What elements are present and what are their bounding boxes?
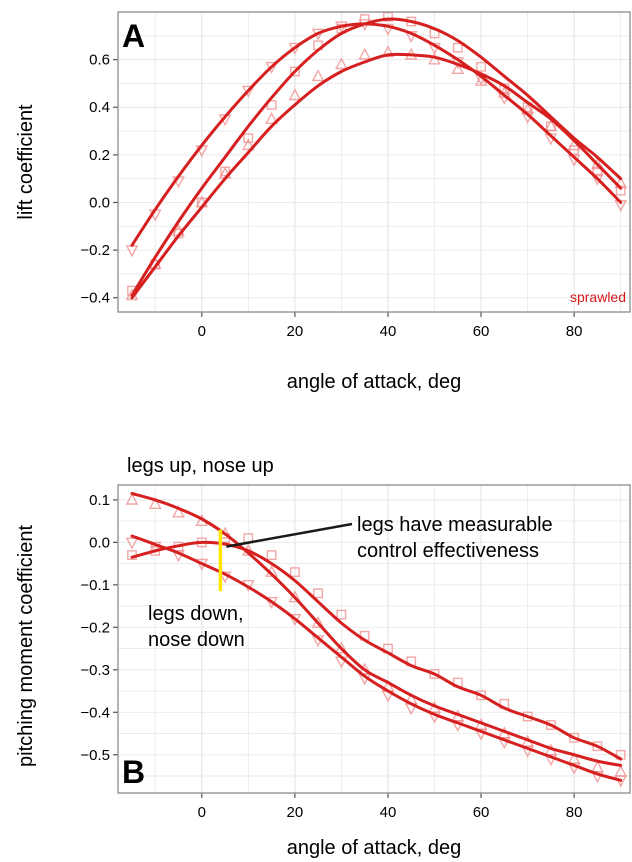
panel-b-point-square — [569, 732, 580, 743]
panel-a-xtick-label: 80 — [566, 323, 583, 340]
annotation-control-effectiveness-1: legs have measurable — [357, 514, 553, 536]
panel-b-fit-curve-3 — [130, 534, 623, 782]
panel-b-point-triangle-down — [544, 754, 558, 767]
panel-a-ytick-label: 0.2 — [89, 147, 110, 164]
panel-a-point-square — [452, 42, 463, 53]
panel-a-annotation-sprawled: sprawled — [570, 289, 626, 305]
panel-a-point-triangle-down — [381, 23, 395, 36]
panel-a-ylabel: lift coefficient — [15, 104, 37, 220]
panel-a-xtick-label: 40 — [380, 323, 397, 340]
panel-a-lift-chart: 0 20 40 60 80 −0.4 −0.2 0.0 0.2 0.4 0.6 A sprawled… — [15, 11, 631, 393]
panel-b-letter: B — [122, 754, 145, 790]
panel-b-point-triangle-down — [451, 720, 465, 733]
panel-b-point-triangle-down — [497, 737, 511, 750]
panel-b-xtick-label: 0 — [198, 804, 206, 821]
panel-b-ytick-label: −0.3 — [80, 662, 110, 679]
panel-b-ticks: 0 20 40 60 80 0.1 0.0 −0.1 −0.2 −0.3 −0.4 −0.5 — [80, 492, 582, 821]
panel-a-plot-background — [118, 12, 630, 312]
panel-b-xtick-label: 60 — [473, 804, 490, 821]
panel-a-frame — [117, 11, 631, 313]
panel-a-point-square — [592, 166, 603, 177]
annotation-legs-down-2: nose down — [148, 629, 245, 651]
panel-a-xtick-label: 60 — [473, 323, 490, 340]
annotation-control-effectiveness-2: control effectiveness — [357, 540, 539, 562]
panel-b-xlabel: angle of attack, deg — [287, 837, 462, 859]
panel-a-point-square — [243, 133, 254, 144]
panel-b-point-triangle-down — [148, 541, 162, 554]
panel-b-xtick-label: 80 — [566, 804, 583, 821]
panel-a-letter: A — [122, 18, 145, 54]
panel-b-point-square — [429, 669, 440, 679]
panel-b-plot-background — [118, 485, 630, 793]
panel-b-ytick-label: 0.1 — [89, 492, 110, 509]
panel-b-point-square — [266, 550, 277, 561]
panel-a-xtick-label: 0 — [198, 323, 206, 340]
panel-a-point-square — [476, 61, 486, 72]
panel-a-point-triangle-up — [381, 45, 395, 58]
panel-a-point-triangle-up — [335, 57, 348, 70]
panel-b-point-triangle-down — [428, 711, 441, 724]
panel-b-xtick-label: 20 — [287, 804, 304, 821]
panel-b-pitching-chart: 0 20 40 60 80 0.1 0.0 −0.1 −0.2 −0.3 −0.4 −0.5 B le… — [15, 455, 631, 859]
panel-b-point-triangle-up — [148, 496, 162, 509]
panel-b-fit-curve-1 — [130, 540, 623, 761]
panel-b-ytick-label: −0.5 — [80, 747, 110, 764]
panel-b-point-triangle-down — [172, 550, 185, 563]
panel-b-point-square — [592, 741, 603, 752]
panel-a-ytick-label: 0.6 — [89, 52, 110, 69]
panel-b-frame — [117, 484, 631, 794]
panel-b-point-triangle-down — [591, 771, 604, 784]
panel-a-fit-curve-1 — [130, 17, 623, 297]
panel-b-point-triangle-down — [125, 537, 139, 550]
panel-b-point-triangle-up — [172, 505, 185, 518]
panel-b-point-triangle-down — [521, 745, 534, 758]
panel-a-point-triangle-up — [544, 119, 558, 132]
panel-b-point-triangle-up — [125, 492, 139, 505]
panel-b-fit-curves — [130, 492, 623, 782]
panel-a-xlabel: angle of attack, deg — [287, 371, 462, 393]
panel-b-point-triangle-down — [474, 728, 488, 741]
panel-b-ytick-label: −0.4 — [80, 704, 110, 721]
panel-b-grid — [118, 485, 630, 793]
panel-b-annotation-pointer — [226, 522, 353, 548]
panel-a-ytick-label: −0.2 — [80, 242, 110, 259]
panel-b-ytick-label: −0.2 — [80, 619, 110, 636]
panel-a-fit-curve-3 — [130, 52, 623, 300]
panel-a-point-triangle-up — [265, 111, 278, 125]
panel-b-point-square — [313, 588, 323, 599]
panel-a-ytick-label: −0.4 — [80, 290, 110, 307]
panel-b-ytick-label: −0.1 — [80, 577, 110, 594]
panel-a-xtick-label: 20 — [287, 323, 304, 340]
panel-a-ytick-label: 0.0 — [89, 194, 110, 211]
panel-b-ytick-label: 0.0 — [89, 534, 110, 551]
panel-b-fit-curve-2 — [130, 492, 623, 767]
panel-a-ticks: 0 20 40 60 80 −0.4 −0.2 0.0 0.2 0.4 0.6 — [80, 52, 582, 340]
panel-a-fit-curve-2 — [130, 22, 623, 247]
panel-a-point-triangle-up — [474, 73, 488, 86]
panel-b-xtick-label: 40 — [380, 804, 397, 821]
panel-a-point-triangle-up — [451, 61, 465, 75]
panel-b-point-triangle-down — [567, 762, 581, 775]
annotation-legs-up: legs up, nose up — [127, 455, 274, 477]
panel-a-point-square — [290, 66, 300, 77]
annotation-legs-down-1: legs down, — [148, 603, 244, 625]
panel-a-point-triangle-up — [311, 69, 325, 82]
panel-a-point-triangle-up — [288, 88, 302, 101]
panel-a-point-triangle-down — [404, 31, 418, 43]
panel-b-point-square — [546, 720, 556, 730]
panel-a-grid — [118, 11, 630, 312]
panel-b-ylabel: pitching moment coefficient — [15, 525, 37, 767]
panel-b-point-square — [336, 609, 347, 620]
panel-a-point-triangle-up — [358, 47, 372, 60]
panel-b-point-square — [476, 690, 486, 701]
panel-a-ytick-label: 0.4 — [89, 99, 110, 116]
panel-a-point-triangle-up — [241, 138, 255, 151]
panel-a-fit-curves — [130, 17, 623, 300]
panel-b-point-square — [290, 567, 300, 578]
